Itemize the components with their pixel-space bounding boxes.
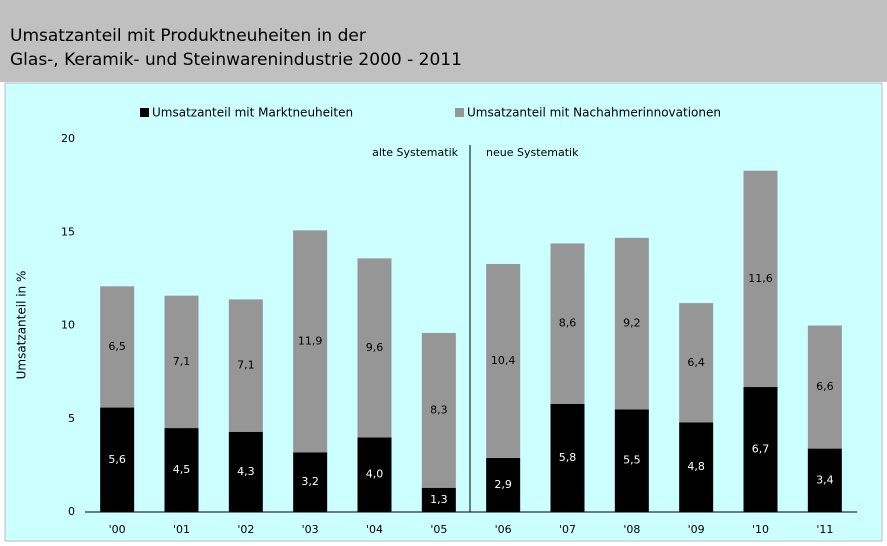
- value-label: 8,6: [559, 317, 577, 330]
- y-tick-label: 20: [61, 132, 75, 145]
- bar-segment: [614, 237, 649, 410]
- value-label: 2,9: [494, 478, 512, 491]
- bar-segment: [421, 332, 456, 488]
- annotation: neue Systematik: [486, 146, 579, 159]
- bar-segment: [807, 325, 842, 449]
- bar-segment: [164, 295, 199, 429]
- bar-segment: [743, 170, 778, 388]
- bar-segment: [679, 303, 714, 423]
- value-label: 4,8: [687, 460, 705, 473]
- x-tick-label: '02: [237, 523, 254, 536]
- x-tick-label: '01: [173, 523, 190, 536]
- bar-segment: [357, 258, 392, 438]
- value-label: 6,7: [752, 443, 770, 456]
- bar-segment: [293, 230, 328, 453]
- x-tick-label: '07: [559, 523, 576, 536]
- value-label: 7,1: [173, 355, 191, 368]
- value-label: 9,2: [623, 317, 641, 330]
- bar-segment: [550, 243, 585, 404]
- bar-segment: [679, 422, 714, 512]
- value-label: 7,1: [237, 359, 255, 372]
- x-tick-label: '05: [430, 523, 447, 536]
- value-label: 3,2: [301, 475, 319, 488]
- y-tick-label: 5: [68, 412, 75, 425]
- bar-segment: [228, 299, 263, 432]
- y-tick-label: 0: [68, 505, 75, 518]
- bar-segment: [486, 457, 521, 512]
- value-label: 6,5: [108, 340, 126, 353]
- value-label: 1,3: [430, 493, 448, 506]
- bar-segment: [164, 428, 199, 512]
- bar-segment: [421, 487, 456, 512]
- value-label: 6,6: [816, 380, 834, 393]
- header: [0, 0, 887, 82]
- x-tick-label: '03: [302, 523, 319, 536]
- value-label: 3,4: [816, 473, 834, 486]
- bar-segment: [550, 403, 585, 512]
- value-label: 4,5: [173, 463, 191, 476]
- value-label: 8,3: [430, 403, 448, 416]
- bar-segment: [100, 286, 135, 408]
- bar-segment: [743, 387, 778, 512]
- value-label: 5,6: [108, 453, 126, 466]
- x-tick-label: '00: [109, 523, 126, 536]
- y-tick-label: 10: [61, 319, 75, 332]
- value-label: 5,8: [559, 451, 577, 464]
- x-tick-label: '10: [752, 523, 769, 536]
- x-tick-label: '08: [623, 523, 640, 536]
- value-label: 4,3: [237, 465, 255, 478]
- x-tick-label: '09: [688, 523, 705, 536]
- x-tick-label: '11: [816, 523, 833, 536]
- chart-title: Glas-, Keramik- und Steinwarenindustrie …: [10, 50, 462, 70]
- value-label: 4,0: [366, 468, 384, 481]
- y-axis-label: Umsatzanteil in %: [15, 271, 29, 380]
- value-label: 11,9: [298, 334, 323, 347]
- value-label: 10,4: [491, 354, 516, 367]
- bar-segment: [228, 431, 263, 512]
- legend-label: Umsatzanteil mit Nachahmerinnovationen: [467, 106, 721, 120]
- y-tick-label: 15: [61, 225, 75, 238]
- value-label: 11,6: [748, 272, 773, 285]
- bar-segment: [100, 407, 135, 512]
- bar-segment: [614, 409, 649, 512]
- legend-label: Umsatzanteil mit Marktneuheiten: [152, 106, 353, 120]
- value-label: 9,6: [366, 341, 384, 354]
- x-tick-label: '04: [366, 523, 383, 536]
- value-label: 6,4: [687, 356, 705, 369]
- bar-segment: [293, 452, 328, 512]
- legend-swatch: [140, 108, 149, 117]
- bar-segment: [807, 448, 842, 512]
- legend-swatch: [455, 108, 464, 117]
- annotation: alte Systematik: [372, 146, 459, 159]
- bar-segment: [357, 437, 392, 512]
- chart-title: Umsatzanteil mit Produktneuheiten in der: [10, 26, 366, 46]
- bar-segment: [486, 263, 521, 458]
- value-label: 5,5: [623, 454, 641, 467]
- x-tick-label: '06: [495, 523, 512, 536]
